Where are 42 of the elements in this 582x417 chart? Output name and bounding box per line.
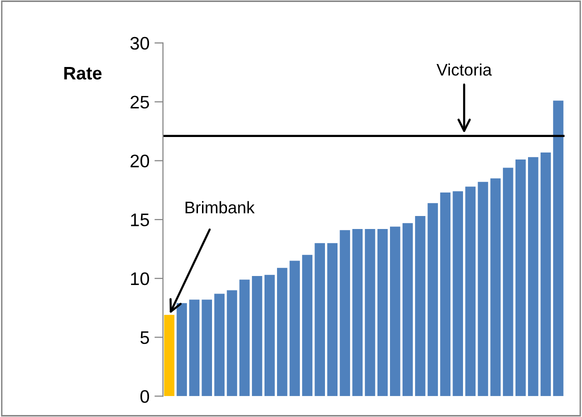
bar [553,100,564,396]
bar [189,300,200,396]
bar [490,178,501,396]
bar [402,223,413,396]
bar [226,290,238,396]
bar [540,152,551,396]
bar [352,228,363,396]
bar [176,303,187,396]
bar [452,191,464,396]
bar [364,228,376,396]
bar [478,182,488,396]
y-tick-label: 0 [140,390,150,403]
bar [377,228,388,396]
bar [515,160,526,396]
bar [390,226,400,396]
bar [302,254,312,396]
bar [428,203,438,396]
bar [202,300,212,396]
bar [340,230,350,396]
y-tick-label: 5 [140,331,150,344]
bar [314,243,325,396]
y-tick-label: 25 [130,96,150,109]
y-tick-label: 15 [131,214,150,226]
bar [277,268,288,396]
bar [327,243,338,396]
bar [502,168,514,396]
bar [252,276,262,396]
annotation: Brimbank [186,201,255,214]
bar [440,192,450,396]
y-axis-title: Rate [64,66,102,80]
bar [264,274,275,396]
ref-line-label: Victoria [436,63,492,76]
y-tick-label: 20 [130,154,150,168]
bar [415,216,426,396]
y-tick-label: 30 [130,36,150,50]
y-tick-label: 10 [131,272,150,286]
bar [290,260,300,396]
bar [465,186,476,396]
bar [239,280,250,396]
bar [528,157,538,396]
bar [214,294,225,396]
bar [164,314,174,396]
